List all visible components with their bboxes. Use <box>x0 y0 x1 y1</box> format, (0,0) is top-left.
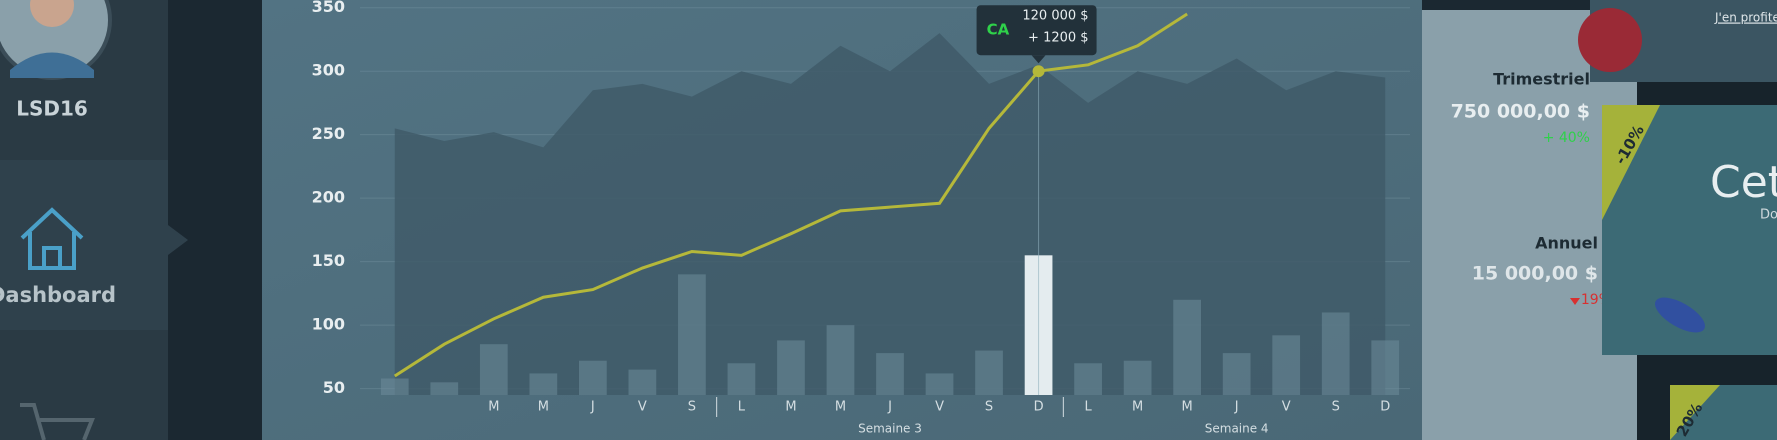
x-tick-label: M <box>538 400 549 415</box>
x-tick-label: M <box>785 400 796 415</box>
bar <box>1371 340 1400 395</box>
promo-corner <box>1602 105 1660 220</box>
bar <box>678 274 706 395</box>
bar <box>529 373 558 395</box>
x-tick-label: V <box>935 400 944 415</box>
bar <box>628 369 657 395</box>
x-tick-label: V <box>1282 400 1291 415</box>
x-tick-label: S <box>688 400 696 415</box>
tooltip-line: + 1200 $ <box>1028 31 1089 46</box>
avatar-face <box>30 0 74 27</box>
x-tick-label: S <box>985 400 993 415</box>
bar <box>876 353 904 395</box>
x-tick-label: L <box>738 400 746 415</box>
promo-corner <box>1670 385 1720 440</box>
nav-label[interactable]: Dashboard <box>0 283 116 307</box>
x-tick-label: J <box>887 400 892 415</box>
line <box>393 12 1188 378</box>
bar <box>975 350 1003 395</box>
promo-pill <box>1655 297 1705 333</box>
y-tick-label: 50 <box>323 378 345 397</box>
bar <box>727 363 756 395</box>
nav-pointer <box>168 225 188 255</box>
x-tick-label: M <box>1182 400 1193 415</box>
bar <box>1321 312 1350 395</box>
cart-icon <box>20 403 95 440</box>
y-tick-label: 250 <box>312 124 345 143</box>
home-icon <box>20 207 84 270</box>
x-tick-label: S <box>1332 400 1340 415</box>
bar <box>1222 353 1251 395</box>
bar <box>826 325 855 395</box>
bar <box>578 360 607 395</box>
tooltip-arrow <box>1031 55 1046 64</box>
bar <box>925 373 954 395</box>
y-tick-label: 300 <box>312 61 345 80</box>
y-tick-label: 100 <box>312 315 345 334</box>
x-tick-label: M <box>488 400 499 415</box>
bar <box>1173 299 1202 395</box>
bar <box>430 382 459 395</box>
y-tick-label: 150 <box>312 251 345 270</box>
bar <box>1074 363 1102 395</box>
bar <box>1272 335 1301 395</box>
y-tick-label: 350 <box>312 0 345 16</box>
area <box>394 33 1386 395</box>
tooltip-box <box>976 5 1097 56</box>
x-tick-label: J <box>1234 400 1239 415</box>
stat-change: + 40% <box>1543 130 1590 146</box>
bar <box>479 344 508 395</box>
stat-value: 15 000,00 $ <box>1472 263 1598 285</box>
x-tick-label: D <box>1034 400 1044 415</box>
y-tick-label: 200 <box>312 188 345 207</box>
promo-title: Ceta <box>1710 157 1777 208</box>
point <box>1032 65 1045 78</box>
x-tick-label: L <box>1084 400 1092 415</box>
stat-value: 750 000,00 $ <box>1451 101 1590 123</box>
bar <box>777 340 805 395</box>
stat-label: Annuel <box>1535 234 1598 253</box>
promo-image <box>1578 8 1642 72</box>
plot: 50 100 150 200 250 300 350 CA 120 000 $ + 1200 $ M… <box>312 0 1410 436</box>
promo-subtitle: Dou <box>1760 208 1777 223</box>
bar <box>1123 360 1152 395</box>
username: LSD16 <box>16 97 88 121</box>
x-tick-label: J <box>590 400 595 415</box>
tooltip-line: 120 000 $ <box>1022 9 1088 24</box>
x-tick-label: M <box>835 400 846 415</box>
x-tick-label: M <box>1132 400 1143 415</box>
x-tick-label: D <box>1380 400 1390 415</box>
bar <box>380 378 409 395</box>
week-label: Semaine 3 <box>858 422 922 436</box>
tooltip-title: CA <box>987 21 1010 39</box>
x-tick-label: V <box>638 400 647 415</box>
week-label: Semaine 4 <box>1205 422 1269 436</box>
stat-label: Trimestriel <box>1493 70 1590 89</box>
tooltip: CA 120 000 $ + 1200 $ <box>976 5 1097 64</box>
avatar-body <box>10 52 94 78</box>
promo-link[interactable]: J'en profite <box>1714 11 1777 25</box>
down-arrow <box>1570 298 1580 305</box>
